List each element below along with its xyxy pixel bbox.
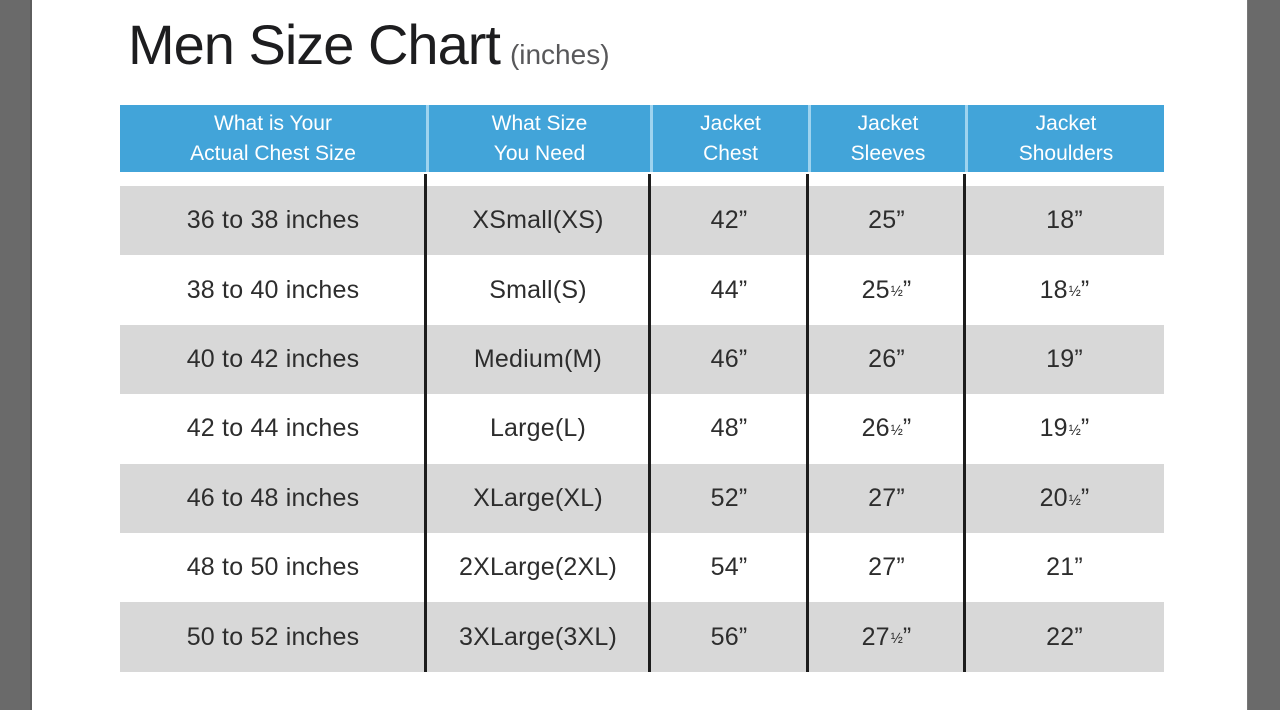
table-cell-size-needed: XSmall(XS) — [472, 206, 604, 235]
table-row: 40 to 42 inches Medium(M) 46” 26” 19” — [120, 324, 1164, 395]
half-fraction-glyph: ½ — [890, 423, 903, 440]
table-cell-jacket-sleeves: 27” — [868, 553, 905, 582]
page-title: Men Size Chart (inches) — [128, 12, 610, 77]
table-row: 50 to 52 inches 3XLarge(3XL) 56” 27 ½” 22” — [120, 602, 1164, 672]
table-cell-size-needed: 3XLarge(3XL) — [458, 622, 618, 651]
header-label-line: Jacket — [1035, 111, 1097, 135]
header-cell-jacket-shoulders: Jacket Shoulders — [965, 105, 1164, 172]
table-cell-jacket-sleeves: 26” — [868, 344, 905, 373]
table-cell-size-needed: Small(S) — [489, 275, 587, 304]
table-cell-jacket-sleeves: 27” — [868, 483, 905, 512]
header-label-line: What Size — [491, 111, 588, 135]
table-cell-jacket-sleeves: 25 ½” — [861, 275, 912, 304]
column-divider — [806, 174, 809, 672]
half-fraction-glyph: ½ — [1068, 284, 1081, 301]
size-chart-table: What is Your Actual Chest Size What Size… — [120, 105, 1164, 672]
half-fraction-glyph: ½ — [1068, 423, 1081, 440]
table-cell-jacket-chest: 56” — [710, 622, 748, 651]
header-label-line: Jacket — [700, 111, 761, 135]
table-cell-chest-range: 42 to 44 inches — [186, 414, 360, 443]
column-divider — [424, 174, 427, 672]
table-cell-size-needed: 2XLarge(2XL) — [458, 553, 618, 582]
table-cell-size-needed: XLarge(XL) — [473, 483, 603, 512]
table-cell-jacket-chest: 46” — [710, 344, 748, 373]
header-label-line: Sleeves — [850, 141, 926, 165]
table-row: 46 to 48 inches XLarge(XL) 52” 27” 20 ½” — [120, 463, 1164, 533]
table-row: 36 to 38 inches XSmall(XS) 42” 25” 18” — [120, 186, 1164, 256]
table-cell-jacket-shoulders: 19 ½” — [1039, 414, 1090, 443]
table-cell-jacket-shoulders: 18 ½” — [1039, 275, 1090, 304]
table-cell-chest-range: 46 to 48 inches — [186, 483, 360, 512]
column-divider — [963, 174, 966, 672]
table-cell-chest-range: 38 to 40 inches — [186, 275, 360, 304]
table-cell-chest-range: 50 to 52 inches — [186, 622, 360, 651]
header-cell-chest-range: What is Your Actual Chest Size — [120, 105, 426, 172]
header-label-line: You Need — [493, 141, 586, 165]
title-unit-label: (inches) — [509, 39, 610, 70]
header-cell-jacket-sleeves: Jacket Sleeves — [808, 105, 965, 172]
header-cell-size-needed: What Size You Need — [426, 105, 650, 172]
header-cell-jacket-chest: Jacket Chest — [650, 105, 808, 172]
table-cell-jacket-shoulders: 21” — [1046, 553, 1083, 582]
table-cell-jacket-chest: 42” — [710, 206, 748, 235]
table-row: 42 to 44 inches Large(L) 48” 26 ½” 19 ½” — [120, 394, 1164, 464]
table-header-row: What is Your Actual Chest Size What Size… — [120, 105, 1164, 172]
table-row: 48 to 50 inches 2XLarge(2XL) 54” 27” 21” — [120, 532, 1164, 603]
table-cell-jacket-chest: 44” — [710, 275, 748, 304]
left-letterbox-rail — [0, 0, 32, 710]
table-cell-size-needed: Large(L) — [489, 414, 587, 443]
table-cell-jacket-chest: 52” — [710, 483, 748, 512]
table-body: 36 to 38 inches XSmall(XS) 42” 25” 18” 38 to … — [120, 174, 1164, 672]
header-label-line: What is Your — [214, 111, 332, 135]
table-cell-jacket-sleeves: 27 ½” — [861, 622, 912, 651]
half-fraction-glyph: ½ — [890, 284, 903, 301]
table-cell-chest-range: 48 to 50 inches — [186, 553, 360, 582]
table-cell-jacket-sleeves: 25” — [868, 206, 905, 235]
half-fraction-glyph: ½ — [890, 631, 903, 648]
table-cell-jacket-shoulders: 18” — [1046, 206, 1083, 235]
table-cell-jacket-chest: 48” — [710, 414, 748, 443]
table-cell-jacket-sleeves: 26 ½” — [861, 414, 912, 443]
table-cell-jacket-shoulders: 20 ½” — [1039, 483, 1090, 512]
half-fraction-glyph: ½ — [1068, 492, 1081, 509]
table-cell-size-needed: Medium(M) — [473, 344, 603, 373]
header-label-line: Jacket — [857, 111, 919, 135]
right-letterbox-rail — [1247, 0, 1280, 710]
header-label-line: Chest — [703, 141, 758, 165]
page-title-text: Men Size Chart — [128, 13, 501, 76]
header-label-line: Actual Chest Size — [190, 141, 356, 165]
table-cell-jacket-chest: 54” — [710, 553, 748, 582]
table-cell-chest-range: 40 to 42 inches — [186, 344, 360, 373]
table-cell-jacket-shoulders: 22” — [1046, 622, 1083, 651]
header-label-line: Shoulders — [1018, 141, 1114, 165]
table-cell-jacket-shoulders: 19” — [1046, 344, 1083, 373]
table-cell-chest-range: 36 to 38 inches — [186, 206, 360, 235]
table-row: 38 to 40 inches Small(S) 44” 25 ½” 18 ½” — [120, 255, 1164, 325]
column-divider — [648, 174, 651, 672]
